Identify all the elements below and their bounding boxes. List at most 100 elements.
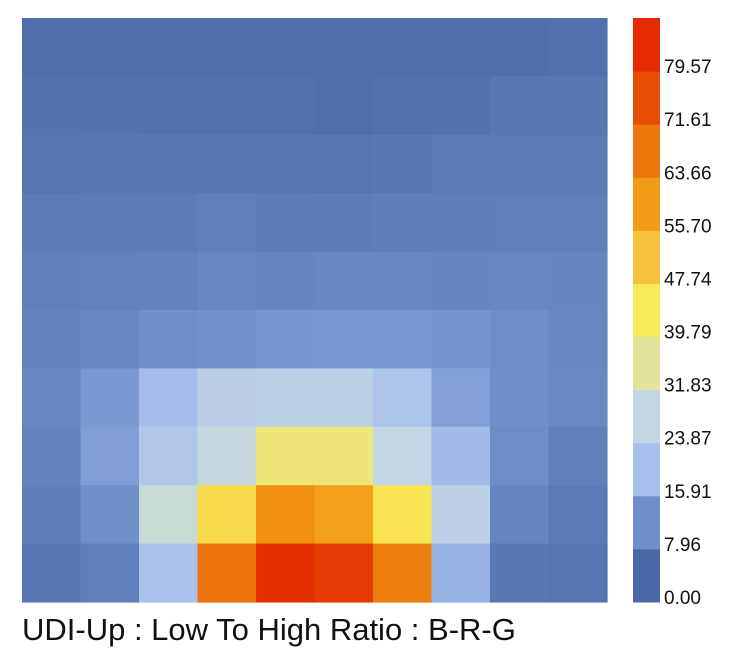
heatmap-cell-r1-c7 — [431, 76, 491, 136]
heatmap-cell-r5-c7 — [431, 310, 491, 369]
heatmap-cell-r8-c1 — [80, 485, 140, 545]
heatmap-cell-r1-c8 — [490, 76, 550, 136]
colorbar-swatch — [633, 230, 660, 284]
heatmap-cell-r5-c1 — [80, 310, 140, 369]
heatmap-cell-r9-c1 — [80, 543, 140, 603]
heatmap-cell-r2-c3 — [197, 134, 257, 194]
heatmap-cell-r2-c7 — [431, 134, 491, 194]
heatmap-cell-r0-c0 — [22, 18, 82, 77]
heatmap-cell-r2-c1 — [80, 134, 140, 194]
heatmap-cell-r5-c9 — [548, 310, 608, 369]
heatmap-cell-r3-c8 — [490, 193, 550, 253]
heatmap-cell-r6-c6 — [373, 368, 433, 428]
heatmap-cell-r2-c8 — [490, 134, 550, 194]
heatmap-cell-r7-c8 — [490, 426, 550, 486]
heatmap-cell-r3-c6 — [373, 193, 433, 253]
heatmap-cell-r8-c8 — [490, 485, 550, 545]
heatmap-cell-r3-c7 — [431, 193, 491, 253]
colorbar-swatch — [633, 389, 660, 444]
heatmap-cell-r2-c9 — [548, 134, 608, 194]
heatmap-cell-r5-c5 — [314, 310, 374, 369]
colorbar-tick-label: 0.00 — [664, 588, 701, 609]
heatmap-cell-r3-c2 — [139, 193, 199, 253]
heatmap-cell-r9-c8 — [490, 543, 550, 603]
colorbar-swatch — [633, 18, 660, 72]
heatmap-plot — [22, 18, 608, 603]
colorbar-tick-label: 15.91 — [664, 482, 712, 503]
heatmap-cell-r9-c9 — [548, 543, 608, 603]
heatmap-cell-r9-c4 — [256, 543, 316, 603]
heatmap-cell-r6-c1 — [80, 368, 140, 428]
heatmap-cell-r5-c0 — [22, 310, 82, 369]
heatmap-cell-r0-c9 — [548, 18, 608, 77]
heatmap-cell-r9-c2 — [139, 543, 199, 603]
heatmap-cell-r5-c4 — [256, 310, 316, 369]
heatmap-cell-r4-c5 — [314, 251, 374, 311]
heatmap-cell-r7-c1 — [80, 426, 140, 486]
heatmap-cell-r4-c1 — [80, 251, 140, 311]
heatmap-cell-r4-c3 — [197, 251, 257, 311]
heatmap-cell-r8-c2 — [139, 485, 199, 545]
heatmap-cell-r8-c9 — [548, 485, 608, 545]
heatmap-cell-r4-c4 — [256, 251, 316, 311]
heatmap-cell-r6-c3 — [197, 368, 257, 428]
heatmap-cell-r5-c8 — [490, 310, 550, 369]
heatmap-cell-r1-c5 — [314, 76, 374, 136]
colorbar-swatch — [633, 336, 660, 391]
colorbar-tick-label: 7.96 — [664, 535, 701, 556]
heatmap-cell-r3-c4 — [256, 193, 316, 253]
colorbar-swatch — [633, 71, 660, 125]
heatmap-cell-r7-c3 — [197, 426, 257, 486]
colorbar-tick-label: 79.57 — [664, 57, 712, 78]
heatmap-cell-r7-c9 — [548, 426, 608, 486]
heatmap-cell-r1-c1 — [80, 76, 140, 136]
heatmap-cell-r4-c0 — [22, 251, 82, 311]
heatmap-cell-r4-c9 — [548, 251, 608, 311]
heatmap-cell-r0-c4 — [256, 18, 316, 77]
heatmap-cell-r0-c6 — [373, 18, 433, 77]
heatmap-cell-r6-c0 — [22, 368, 82, 428]
heatmap-cell-r2-c0 — [22, 134, 82, 194]
heatmap-cell-r8-c3 — [197, 485, 257, 545]
heatmap-cell-r2-c5 — [314, 134, 374, 194]
heatmap-cell-r1-c9 — [548, 76, 608, 136]
heatmap-cell-r7-c5 — [314, 426, 374, 486]
heatmap-cell-r8-c5 — [314, 485, 374, 545]
heatmap-cell-r1-c6 — [373, 76, 433, 136]
heatmap-cell-r2-c6 — [373, 134, 433, 194]
heatmap-cell-r7-c6 — [373, 426, 433, 486]
heatmap-cell-r9-c6 — [373, 543, 433, 603]
heatmap-cell-r9-c5 — [314, 543, 374, 603]
heatmap-cell-r5-c6 — [373, 310, 433, 369]
heatmap-cell-r6-c9 — [548, 368, 608, 428]
heatmap-cell-r3-c9 — [548, 193, 608, 253]
heatmap-cell-r4-c2 — [139, 251, 199, 311]
heatmap-cell-r7-c0 — [22, 426, 82, 486]
heatmap-cell-r0-c2 — [139, 18, 199, 77]
colorbar-swatch — [633, 548, 660, 603]
heatmap-cell-r8-c4 — [256, 485, 316, 545]
heatmap-cell-r3-c3 — [197, 193, 257, 253]
heatmap-cell-r4-c6 — [373, 251, 433, 311]
colorbar-tick-label: 47.74 — [664, 269, 712, 290]
colorbar-swatch — [633, 442, 660, 497]
colorbar-tick-label: 71.61 — [664, 110, 712, 131]
colorbar-swatch — [633, 124, 660, 178]
colorbar-swatch — [633, 283, 660, 338]
heatmap-cell-r6-c2 — [139, 368, 199, 428]
heatmap-cell-r4-c8 — [490, 251, 550, 311]
colorbar: 0.00 7.96 15.91 23.87 31.83 39.79 47.74 55.70 63… — [633, 18, 712, 609]
colorbar-tick-label: 31.83 — [664, 376, 712, 397]
heatmap-cell-r6-c8 — [490, 368, 550, 428]
heatmap-cell-r1-c2 — [139, 76, 199, 136]
heatmap-cell-r6-c5 — [314, 368, 374, 428]
colorbar-swatch — [633, 495, 660, 550]
chart-title: UDI-Up : Low To High Ratio : B-R-G — [22, 612, 516, 647]
heatmap-cell-r5-c3 — [197, 310, 257, 369]
heatmap-cell-r0-c8 — [490, 18, 550, 77]
heatmap-cell-r7-c2 — [139, 426, 199, 486]
heatmap-cell-r5-c2 — [139, 310, 199, 369]
heatmap-cell-r4-c7 — [431, 251, 491, 311]
heatmap-cell-r8-c0 — [22, 485, 82, 545]
heatmap-cell-r2-c4 — [256, 134, 316, 194]
